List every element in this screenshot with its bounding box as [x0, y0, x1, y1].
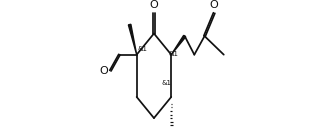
Text: &1: &1	[162, 80, 172, 86]
Text: &1: &1	[169, 51, 179, 57]
Polygon shape	[128, 24, 137, 55]
Text: O: O	[150, 0, 158, 10]
Text: O: O	[100, 66, 109, 76]
Polygon shape	[171, 35, 186, 55]
Text: &1: &1	[138, 46, 148, 52]
Text: O: O	[210, 0, 219, 10]
